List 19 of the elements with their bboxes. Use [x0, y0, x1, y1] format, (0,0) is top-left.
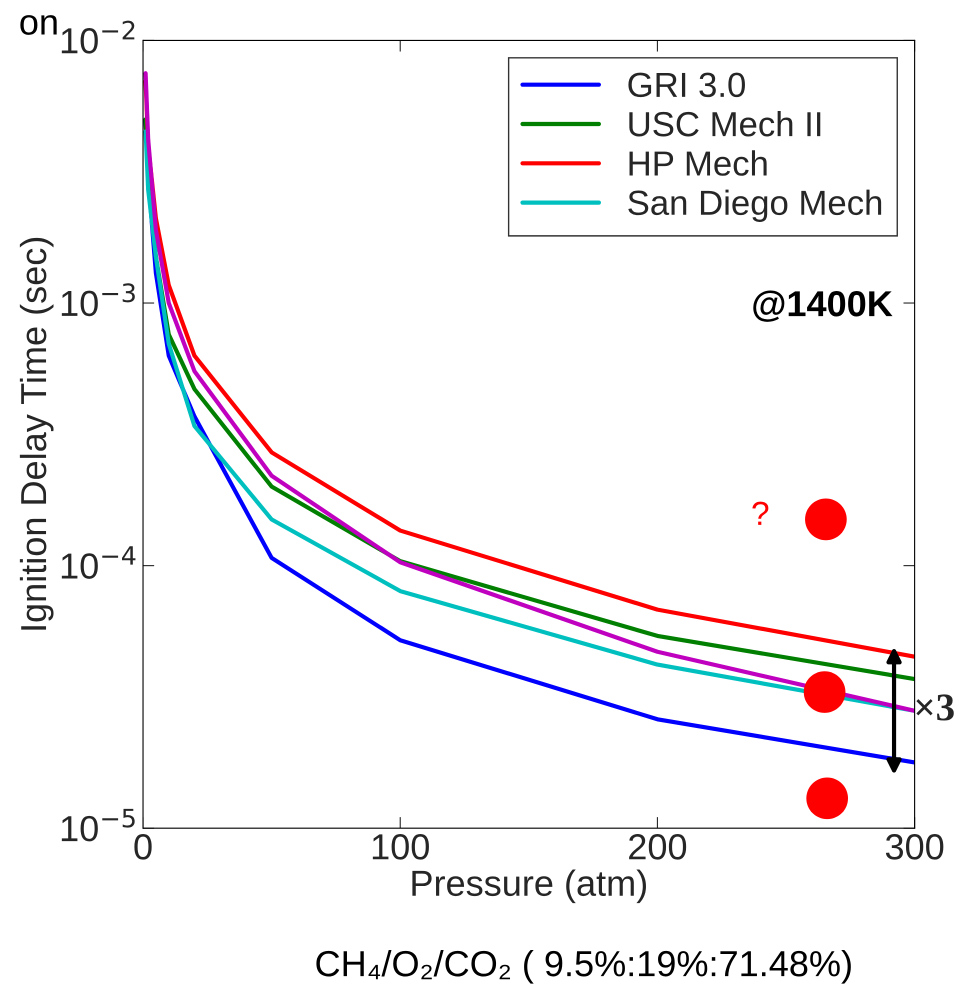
y-axis-title: Ignition Delay Time (sec) — [20, 238, 54, 630]
legend-label: USC Mech II — [629, 110, 820, 136]
y-tick-label: 10$^{−2}$ — [62, 20, 134, 54]
annotation: ×3 — [916, 694, 954, 721]
x-tick-label: 300 — [886, 834, 944, 860]
x-tick-label: 0 — [134, 834, 152, 860]
legend-label: HP Mech — [630, 150, 767, 176]
text: CH₄/O₂/CO₂ ( 9.5%:19%:71.48%) — [316, 950, 851, 984]
annotation: @1400K — [753, 290, 893, 322]
legend-label: San Diego Mech — [628, 190, 882, 222]
legend-label: GRI 3.0 — [628, 72, 745, 98]
y-tick-label: 10$^{−3}$ — [62, 283, 135, 316]
y-tick-label: 10$^{−4}$ — [62, 546, 136, 579]
x-tick-label: 100 — [372, 834, 429, 860]
text: on — [20, 15, 57, 35]
y-tick-label: 10$^{−5}$ — [62, 808, 135, 842]
x-tick-label: 200 — [629, 834, 686, 860]
annotation: ? — [752, 502, 768, 525]
x-axis-title: Pressure (atm) — [412, 870, 646, 904]
